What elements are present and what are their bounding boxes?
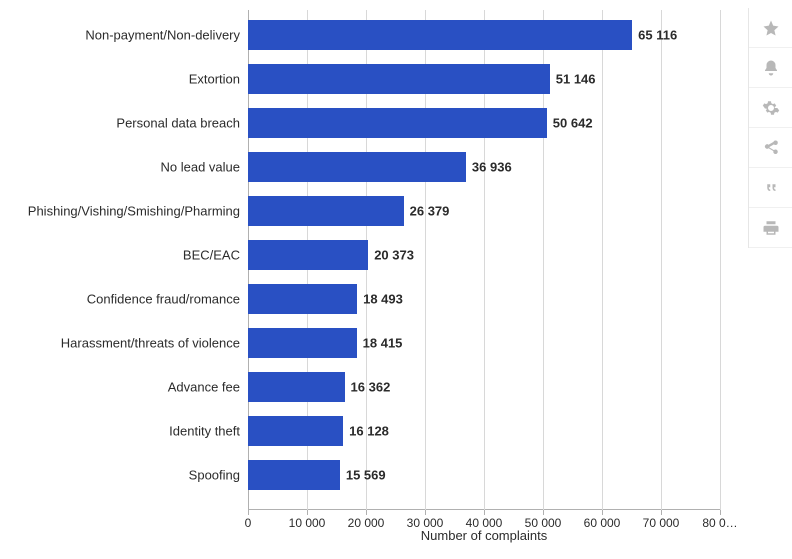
x-tick-mark xyxy=(366,510,367,515)
category-label: Personal data breach xyxy=(0,116,240,131)
bar[interactable]: 65 116 xyxy=(248,20,632,50)
x-tick-mark xyxy=(425,510,426,515)
chart-area: 010 00020 00030 00040 00050 00060 00070 … xyxy=(0,0,740,559)
category-label: Harassment/threats of violence xyxy=(0,336,240,351)
x-tick-label: 0 xyxy=(245,516,252,530)
print-icon xyxy=(762,219,780,237)
x-tick-label: 70 000 xyxy=(643,516,680,530)
bar[interactable]: 16 128 xyxy=(248,416,343,446)
x-tick-mark xyxy=(484,510,485,515)
x-tick-mark xyxy=(661,510,662,515)
category-label: Identity theft xyxy=(0,424,240,439)
grid-line xyxy=(661,10,662,510)
category-label: Extortion xyxy=(0,72,240,87)
quote-icon xyxy=(762,179,780,197)
bar-value-label: 50 642 xyxy=(553,116,593,131)
x-tick-mark xyxy=(307,510,308,515)
category-label: Phishing/Vishing/Smishing/Pharming xyxy=(0,204,240,219)
bar[interactable]: 50 642 xyxy=(248,108,547,138)
category-label: Advance fee xyxy=(0,380,240,395)
bell-icon xyxy=(762,59,780,77)
bar[interactable]: 18 415 xyxy=(248,328,357,358)
bar-value-label: 16 362 xyxy=(351,380,391,395)
bar-value-label: 26 379 xyxy=(410,204,450,219)
share-button[interactable] xyxy=(749,128,792,168)
bar-value-label: 51 146 xyxy=(556,72,596,87)
bar-value-label: 18 415 xyxy=(363,336,403,351)
bar-value-label: 18 493 xyxy=(363,292,403,307)
x-tick-label: 80 0… xyxy=(702,516,737,530)
bar[interactable]: 15 569 xyxy=(248,460,340,490)
x-tick-mark xyxy=(720,510,721,515)
gear-icon xyxy=(762,99,780,117)
bar-value-label: 15 569 xyxy=(346,468,386,483)
x-axis-title: Number of complaints xyxy=(421,528,547,543)
favorite-button[interactable] xyxy=(749,8,792,48)
grid-line xyxy=(720,10,721,510)
cite-button[interactable] xyxy=(749,168,792,208)
notify-button[interactable] xyxy=(749,48,792,88)
toolbar xyxy=(748,8,792,248)
x-tick-label: 20 000 xyxy=(348,516,385,530)
category-label: Spoofing xyxy=(0,468,240,483)
x-tick-mark xyxy=(602,510,603,515)
x-tick-mark xyxy=(248,510,249,515)
bar[interactable]: 20 373 xyxy=(248,240,368,270)
bar[interactable]: 18 493 xyxy=(248,284,357,314)
settings-button[interactable] xyxy=(749,88,792,128)
bar-value-label: 36 936 xyxy=(472,160,512,175)
bar-value-label: 65 116 xyxy=(638,28,677,43)
bar[interactable]: 51 146 xyxy=(248,64,550,94)
plot-region: 010 00020 00030 00040 00050 00060 00070 … xyxy=(248,10,720,510)
x-tick-label: 60 000 xyxy=(584,516,621,530)
x-tick-mark xyxy=(543,510,544,515)
bar[interactable]: 26 379 xyxy=(248,196,404,226)
x-tick-label: 10 000 xyxy=(289,516,326,530)
bar-value-label: 20 373 xyxy=(374,248,414,263)
category-label: Confidence fraud/romance xyxy=(0,292,240,307)
bar[interactable]: 36 936 xyxy=(248,152,466,182)
category-label: Non-payment/Non-delivery xyxy=(0,28,240,43)
star-icon xyxy=(762,19,780,37)
share-icon xyxy=(762,139,780,157)
category-label: No lead value xyxy=(0,160,240,175)
print-button[interactable] xyxy=(749,208,792,248)
category-label: BEC/EAC xyxy=(0,248,240,263)
bar-value-label: 16 128 xyxy=(349,424,389,439)
bar[interactable]: 16 362 xyxy=(248,372,345,402)
grid-line xyxy=(602,10,603,510)
